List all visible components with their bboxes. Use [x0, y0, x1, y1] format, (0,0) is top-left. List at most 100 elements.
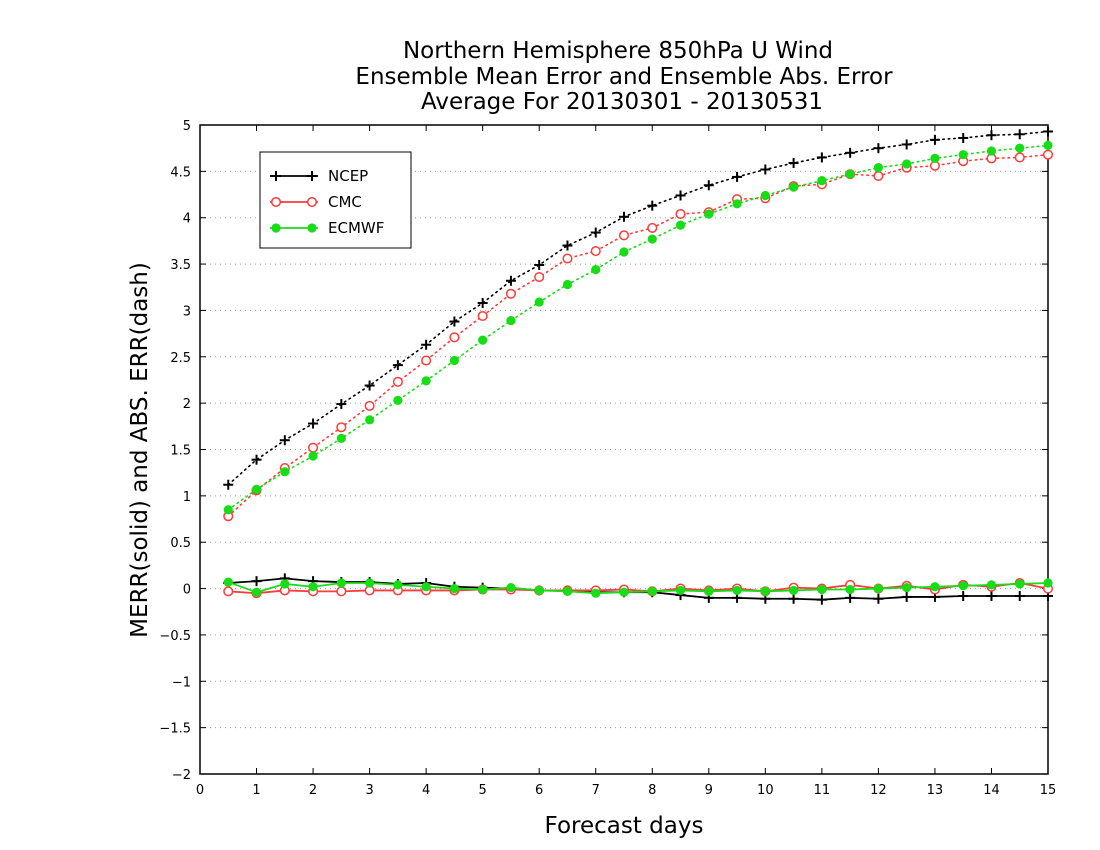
ncep-abs-error-point: [675, 190, 686, 201]
ecmwf-abs-error-point: [1043, 140, 1053, 150]
x-tick-label: 0: [196, 783, 204, 798]
ncep-abs-error-point: [251, 454, 262, 465]
ecmwf-mean-error-point: [421, 582, 431, 592]
ncep-mean-error-point: [873, 593, 884, 604]
y-tick-label: 4.5: [170, 165, 191, 180]
ecmwf-mean-error-point: [732, 585, 742, 596]
x-tick-label: 14: [983, 783, 1000, 798]
y-tick-label: 5: [183, 119, 191, 134]
ecmwf-mean-error-point: [647, 586, 657, 596]
legend-marker: [307, 223, 317, 233]
legend-item-ncep: NCEP: [270, 167, 368, 185]
ecmwf-abs-error-point: [647, 234, 657, 244]
series-ecmwf: [223, 140, 1053, 598]
cmc-abs-error-point: [1042, 149, 1054, 160]
x-tick-label: 15: [1040, 783, 1057, 798]
ecmwf-abs-error-point: [760, 190, 770, 201]
ncep-abs-error-point: [873, 143, 884, 154]
ncep-mean-error-point: [1014, 590, 1025, 601]
legend-item-cmc: CMC: [270, 193, 362, 211]
ecmwf-abs-error-point: [732, 199, 742, 209]
ecmwf-abs-error-point: [449, 355, 459, 366]
cmc-abs-error-point: [873, 170, 884, 182]
y-axis-label: MERR(solid) and ABS. ERR(dash): [127, 262, 153, 638]
y-tick-label: −2: [172, 768, 191, 783]
x-tick-label: 7: [592, 783, 600, 798]
y-tick-label: −0.5: [159, 629, 191, 644]
ncep-abs-error-point: [505, 275, 516, 286]
cmc-abs-error-point: [562, 253, 573, 264]
ecmwf-mean-error-point: [562, 586, 573, 596]
chart-title: Northern Hemisphere 850hPa U Wind Ensemb…: [355, 38, 893, 115]
y-axis-ticks: −2 −1.5 −1 −0.5 0 0.5 1 1.5 2 2.5 3 3.5 4 4.5 5: [159, 119, 1048, 783]
ecmwf-abs-error-point: [478, 335, 488, 345]
cmc-abs-error-point: [647, 222, 658, 233]
ecmwf-mean-error-point: [534, 585, 544, 596]
ecmwf-abs-error-point: [845, 169, 855, 179]
ncep-abs-error-point: [308, 418, 319, 429]
ecmwf-mean-error-point: [619, 587, 629, 597]
ecmwf-abs-error-point: [365, 415, 375, 425]
ncep-abs-error-point: [1014, 129, 1025, 140]
legend-items: NCEP CMC ECMWF: [270, 167, 384, 237]
ncep-abs-error-point: [901, 139, 912, 150]
ecmwf-abs-error-point: [506, 316, 516, 326]
x-tick-label: 2: [309, 783, 317, 798]
ncep-abs-error-point: [619, 211, 629, 222]
x-tick-label: 9: [705, 783, 713, 798]
ncep-abs-error-point: [788, 158, 799, 169]
cmc-mean-error-point: [223, 586, 234, 597]
cmc-abs-error-point: [392, 376, 403, 387]
ncep-mean-error-point: [251, 576, 262, 587]
legend-label: CMC: [328, 193, 362, 211]
ncep-abs-error-point: [336, 399, 347, 410]
x-tick-label: 5: [479, 783, 487, 798]
ecmwf-abs-error-point: [675, 220, 686, 230]
legend-label: NCEP: [328, 167, 368, 185]
ecmwf-abs-error-point: [280, 467, 290, 477]
ecmwf-mean-error-point: [251, 587, 262, 597]
ncep-abs-error-point: [223, 479, 234, 490]
x-tick-label: 1: [252, 783, 260, 798]
ecmwf-mean-error-point: [393, 580, 403, 590]
ncep-abs-error-point: [279, 435, 290, 446]
x-tick-label: 12: [870, 783, 887, 798]
ncep-abs-error-point: [392, 360, 403, 371]
ncep-abs-error-point: [449, 316, 460, 327]
ncep-mean-error-point: [845, 592, 856, 603]
cmc-abs-error-point: [534, 272, 545, 283]
cmc-abs-error-point: [477, 310, 488, 322]
ecmwf-abs-error-point: [336, 433, 346, 443]
ecmwf-mean-error-point: [308, 582, 318, 592]
x-tick-label: 3: [365, 783, 373, 798]
legend: NCEP CMC ECMWF: [259, 151, 412, 249]
ncep-abs-error-point: [845, 147, 856, 158]
ecmwf-abs-error-point: [223, 505, 233, 515]
ncep-abs-error-point: [421, 339, 432, 350]
x-tick-label: 6: [535, 783, 543, 798]
ecmwf-abs-error-point: [902, 159, 912, 169]
x-tick-label: 8: [648, 783, 656, 798]
ncep-abs-error-point: [534, 259, 545, 270]
y-tick-label: 0.5: [170, 536, 191, 551]
ecmwf-mean-error-point: [930, 582, 940, 592]
ecmwf-abs-error-point: [873, 163, 884, 173]
ncep-mean-error-point: [958, 590, 969, 601]
ncep-mean-error-point: [901, 591, 912, 602]
y-tick-label: −1: [172, 675, 191, 690]
ecmwf-mean-error-point: [1015, 579, 1025, 589]
y-tick-label: 3: [183, 304, 191, 319]
y-tick-label: 3.5: [170, 258, 191, 273]
legend-marker: [307, 171, 317, 181]
y-tick-label: 1.5: [170, 444, 191, 459]
ncep-abs-error-point: [929, 134, 940, 145]
cmc-abs-error-point: [308, 442, 319, 453]
legend-box: [259, 151, 412, 249]
ecmwf-mean-error-point: [478, 584, 488, 595]
y-tick-label: 2.5: [170, 351, 191, 366]
ecmwf-mean-error-point: [873, 583, 884, 594]
ecmwf-mean-error-point: [591, 588, 601, 598]
ecmwf-mean-error-point: [365, 578, 375, 588]
ncep-abs-error-point: [986, 130, 997, 141]
